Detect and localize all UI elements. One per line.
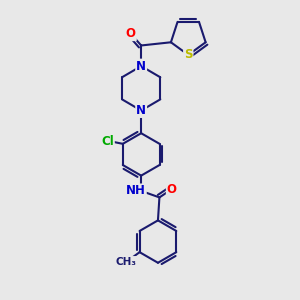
Text: N: N [136,104,146,117]
Text: CH₃: CH₃ [116,257,136,267]
Text: Cl: Cl [101,135,114,148]
Text: N: N [136,60,146,73]
Text: NH: NH [126,184,146,197]
Text: O: O [126,27,136,40]
Text: S: S [184,48,193,62]
Text: O: O [167,183,177,196]
